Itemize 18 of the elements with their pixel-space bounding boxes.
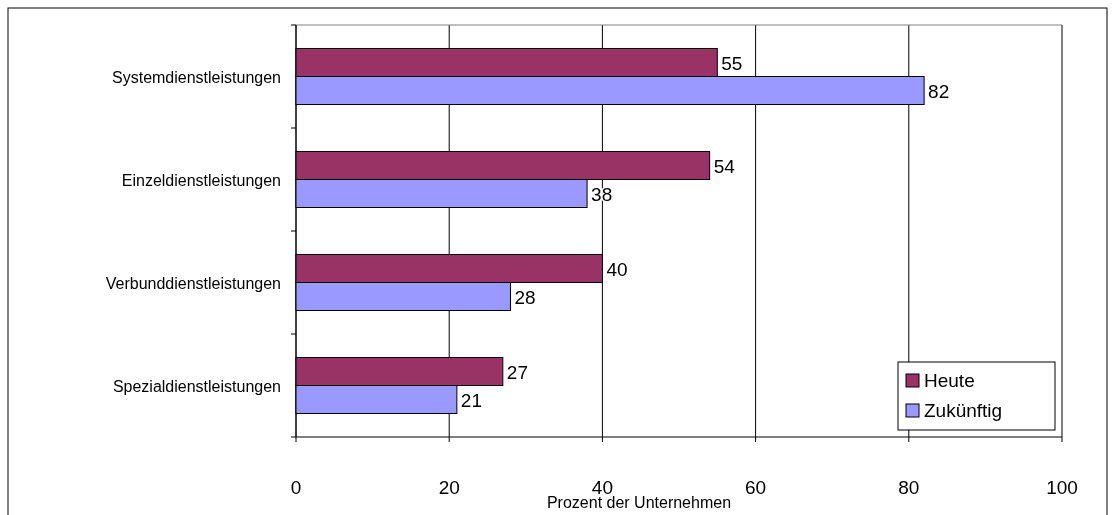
x-tick-label: 80 <box>898 477 920 498</box>
y-tick-label: Einzeldienstleistungen <box>121 171 281 189</box>
x-tick-label: 20 <box>438 477 460 498</box>
x-tick-label: 0 <box>290 477 302 498</box>
data-label: 21 <box>460 389 482 411</box>
data-label: 27 <box>506 361 528 383</box>
legend-label: Zukünftig <box>924 400 1003 421</box>
y-tick-label: Systemdienstleistungen <box>112 68 281 86</box>
data-label: 40 <box>606 258 628 280</box>
legend-label: Heute <box>924 370 975 391</box>
data-label: 54 <box>713 155 736 177</box>
y-tick-label: Spezialdienstleistungen <box>112 377 281 395</box>
x-tick-label: 60 <box>745 477 767 498</box>
data-label: 28 <box>514 286 536 308</box>
x-tick-label: 100 <box>1046 477 1078 498</box>
data-label: 82 <box>928 80 950 102</box>
y-tick-label: Verbunddienstleistungen <box>105 274 281 292</box>
data-label: 55 <box>721 52 743 74</box>
